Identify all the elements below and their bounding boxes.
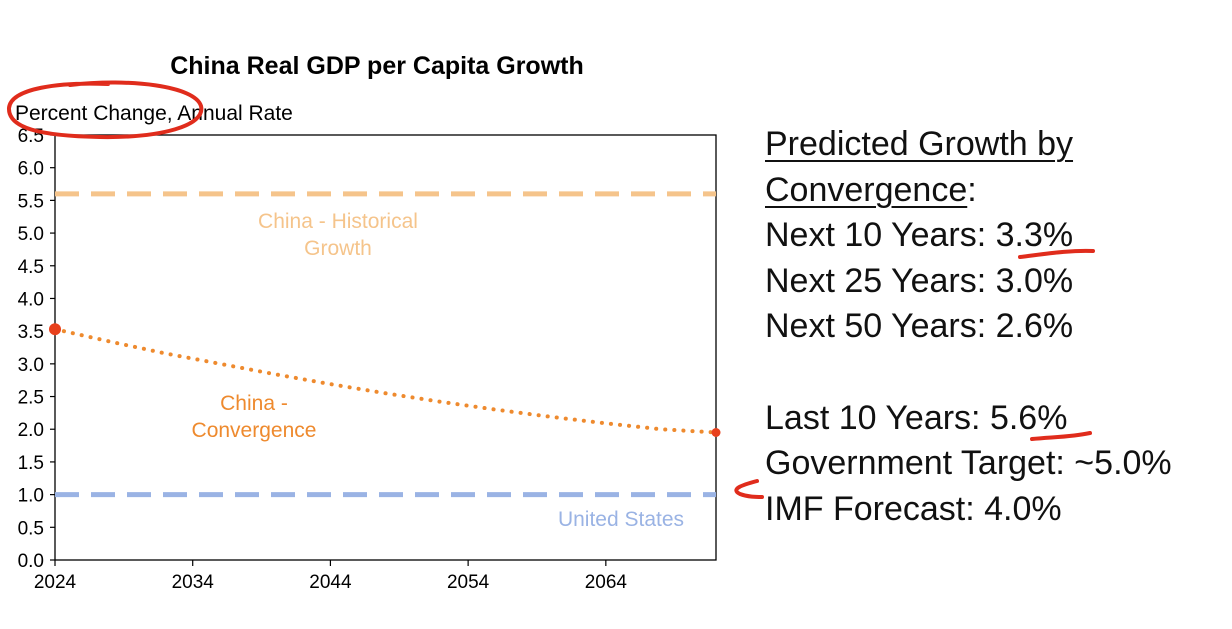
series-start-marker-1 (49, 323, 61, 336)
notes-heading-line2: Convergence: (765, 168, 1225, 214)
y-tick-label-8: 4.0 (18, 289, 44, 310)
y-tick-label-12: 6.0 (18, 159, 44, 180)
note-next-10-years: Next 10 Years: 3.3% (765, 213, 1225, 259)
y-tick-label-6: 3.0 (18, 355, 44, 376)
series-label-0: China - Historical Growth (258, 210, 418, 260)
note-next-25-years: Next 25 Years: 3.0% (765, 261, 1074, 300)
notes-heading-line1: Predicted Growth by (765, 125, 1074, 163)
series-line-1 (53, 327, 718, 435)
ink-underline-3-3 (1018, 248, 1095, 259)
series-label-0-line-0: China - Historical (258, 210, 418, 233)
notes-heading-convergence: Convergence (765, 170, 968, 209)
note-last-10-value: 5.6% (989, 398, 1068, 437)
plot-area: 0.00.51.01.52.02.53.03.54.04.55.05.56.06… (18, 126, 721, 593)
y-tick-label-7: 3.5 (18, 322, 44, 343)
x-tick-label-4: 2064 (585, 572, 628, 593)
note-imf-forecast: IMF Forecast: 4.0% (765, 489, 1062, 528)
series-label-2-line-0: United States (558, 508, 684, 531)
y-tick-label-10: 5.0 (18, 224, 44, 245)
y-tick-label-5: 2.5 (18, 388, 44, 409)
note-next-10-label: Next 10 Years: (765, 216, 996, 254)
chart-title: China Real GDP per Capita Growth (170, 52, 584, 80)
x-tick-label-1: 2034 (172, 572, 215, 593)
plot-frame (54, 134, 717, 561)
y-axis-label: Percent Change, Annual Rate (15, 102, 293, 125)
y-tick-label-2: 1.0 (18, 486, 44, 507)
note-last-10-years: Last 10 Years: 5.6% (765, 396, 1225, 442)
ink-underline-5-6 (1030, 431, 1092, 441)
note-next-10-value: 3.3% (995, 216, 1074, 254)
series-label-1-line-1: Convergence (192, 419, 317, 442)
series-end-marker-1 (711, 428, 721, 437)
ink-arrow-mark (734, 479, 764, 499)
notes-spacer (765, 350, 1225, 396)
ink-circle-ylabel (6, 80, 204, 140)
notes-heading-colon: : (967, 170, 977, 209)
y-tick-label-4: 2.0 (18, 420, 44, 441)
x-tick-label-0: 2024 (34, 572, 77, 593)
series-label-2: United States (558, 508, 684, 531)
y-tick-label-3: 1.5 (18, 453, 44, 474)
y-tick-label-1: 0.5 (18, 518, 44, 539)
series-label-1: China - Convergence (192, 392, 317, 442)
x-tick-label-3: 2054 (447, 572, 490, 593)
note-government-target: Government Target: ~5.0% (765, 444, 1172, 482)
y-tick-label-11: 5.5 (18, 191, 44, 212)
y-tick-label-0: 0.0 (18, 551, 44, 572)
series-label-1-line-0: China - (220, 392, 288, 415)
y-tick-label-9: 4.5 (18, 257, 44, 278)
convergence-notes: Predicted Growth by Convergence: Next 10… (765, 122, 1225, 532)
x-tick-label-2: 2044 (309, 572, 352, 593)
note-last-10-label: Last 10 Years: (765, 398, 990, 437)
series-label-0-line-1: Growth (304, 237, 372, 260)
note-next-50-years: Next 50 Years: 2.6% (765, 307, 1074, 345)
